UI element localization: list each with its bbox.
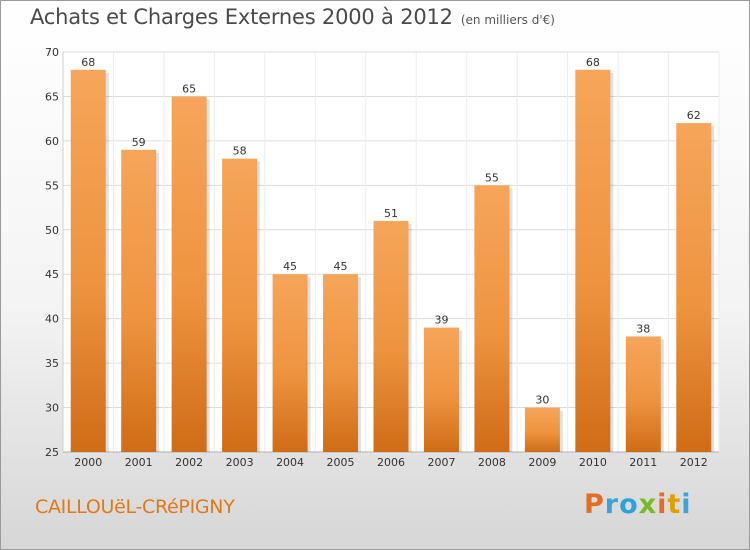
logo-letter: i [657, 489, 668, 520]
data-label: 68 [586, 56, 600, 69]
y-tick-label: 40 [45, 313, 59, 326]
data-label: 39 [434, 314, 448, 327]
bar [323, 274, 359, 452]
bar [524, 407, 560, 452]
logo-letter: r [604, 489, 620, 520]
x-tick-label: 2000 [74, 456, 102, 469]
x-tick-label: 2004 [276, 456, 304, 469]
data-label: 62 [687, 109, 701, 122]
y-tick-label: 65 [45, 90, 59, 103]
bar [625, 336, 661, 452]
x-tick-label: 2005 [327, 456, 355, 469]
bar [171, 96, 207, 452]
data-label: 55 [485, 171, 499, 184]
y-tick-label: 35 [45, 357, 59, 370]
logo-letter: t [667, 489, 682, 520]
bar [474, 185, 510, 453]
y-tick-label: 60 [45, 135, 59, 148]
y-tick-label: 50 [45, 224, 59, 237]
bar [575, 69, 611, 453]
x-tick-label: 2010 [579, 456, 607, 469]
y-tick-label: 55 [45, 179, 59, 192]
y-tick-label: 25 [45, 446, 59, 459]
title-text: Achats et Charges Externes 2000 à 2012 [30, 5, 453, 29]
data-label: 59 [132, 136, 146, 149]
bar [676, 123, 712, 452]
data-label: 65 [182, 82, 196, 95]
y-tick-label: 70 [45, 46, 59, 59]
logo-letter: P [584, 489, 605, 520]
chart-title: Achats et Charges Externes 2000 à 2012 (e… [30, 5, 555, 29]
x-tick-label: 2006 [377, 456, 405, 469]
bar [222, 158, 258, 452]
data-label: 45 [283, 260, 297, 273]
x-tick-label: 2011 [629, 456, 657, 469]
data-label: 38 [636, 322, 650, 335]
x-tick-label: 2002 [175, 456, 203, 469]
bar [423, 327, 459, 452]
title-unit: (en milliers d'€) [460, 13, 555, 27]
data-label: 45 [334, 260, 348, 273]
logo-letter: x [638, 489, 658, 520]
x-tick-label: 2008 [478, 456, 506, 469]
bar [272, 274, 308, 452]
data-label: 30 [535, 394, 549, 407]
x-tick-label: 2001 [125, 456, 153, 469]
bar [121, 149, 157, 452]
y-tick-label: 45 [45, 268, 59, 281]
bar [70, 69, 106, 453]
data-label: 68 [81, 56, 95, 69]
bar [373, 220, 409, 452]
logo-letter: i [681, 489, 692, 520]
logo-letter: o [619, 489, 639, 520]
data-label: 58 [233, 145, 247, 158]
x-tick-label: 2003 [226, 456, 254, 469]
x-tick-label: 2007 [427, 456, 455, 469]
y-tick-label: 30 [45, 402, 59, 415]
data-label: 51 [384, 207, 398, 220]
commune-name: CAILLOUëL-CRéPIGNY [35, 496, 235, 518]
x-tick-label: 2009 [528, 456, 556, 469]
proxiti-logo: Proxiti [584, 489, 692, 520]
x-tick-label: 2012 [680, 456, 708, 469]
